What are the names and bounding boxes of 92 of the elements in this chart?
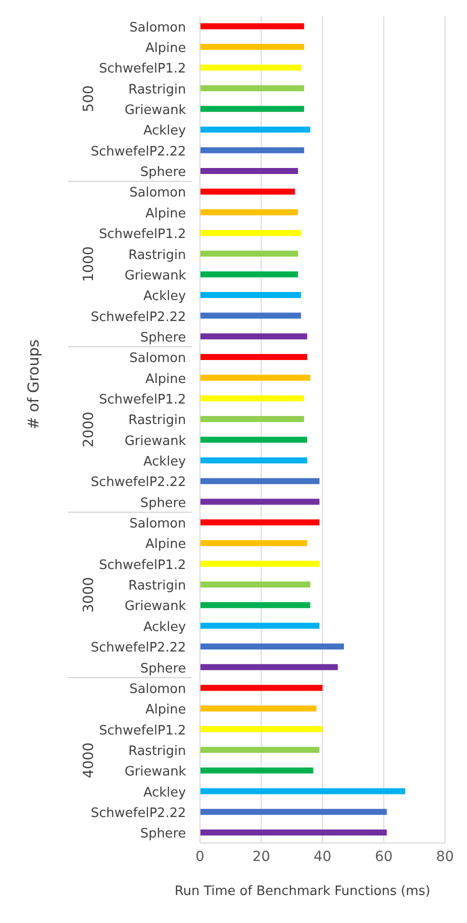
y-tick-label: Ackley [143,785,186,800]
bar [200,44,304,50]
y-tick-label: Ackley [143,124,186,139]
bar [200,312,302,319]
y-tick-label: Alpine [145,206,186,222]
bar [200,706,316,712]
bar [200,230,302,236]
bar [200,540,308,546]
bar [200,209,298,216]
y-tick-label: Rastrigin [128,744,186,759]
y-tick-label: SchwefelP2.22 [90,310,186,325]
text: 2000 [81,412,97,448]
y-tick-label: Salomon [129,351,186,366]
x-tick-label: 20 [252,848,270,865]
bar [200,395,304,402]
y-tick-label: Sphere [140,661,186,676]
bar [200,498,320,505]
bar [200,519,320,526]
bar [200,478,320,484]
bar [200,147,304,154]
y-tick-label: Ackley [143,620,186,635]
bar [200,622,320,629]
bar [200,374,310,381]
bar [200,788,406,794]
y-tick-label: SchwefelP1.2 [99,227,186,242]
y-tick-label: Ackley [143,289,186,304]
y-tick-label: Sphere [140,496,186,511]
text: 1000 [81,246,97,282]
y-axis-title: # of Groups [24,339,42,430]
y-tick-label: Alpine [145,372,186,387]
y-tick-label: SchwefelP1.2 [99,392,186,408]
y-tick-label: Sphere [140,826,186,842]
bar [200,106,304,112]
text: 500 [81,85,97,112]
y-tick-label: Griewank [124,268,186,284]
y-tick-label: SchwefelP1.2 [99,558,186,573]
y-tick-label: SchwefelP2.22 [90,475,186,490]
y-tick-label: Griewank [124,764,186,780]
y-tick-label: SchwefelP1.2 [99,62,186,77]
bar [200,643,344,650]
bar [200,808,387,815]
text: 4000 [81,742,97,778]
bar [200,168,298,174]
bar [200,292,302,298]
x-tick-label: 60 [374,848,393,865]
y-tick-label: Salomon [129,516,186,532]
bar [200,354,308,360]
y-tick-label: Alpine [145,41,186,56]
text: 3000 [81,577,97,613]
y-tick-label: SchwefelP1.2 [99,723,186,738]
y-tick-label: Alpine [145,537,186,552]
x-axis-title: Run Time of Benchmark Functions (ms) [174,884,430,899]
x-tick-label: 40 [314,848,332,865]
y-tick-label: Rastrigin [128,248,186,263]
bar [200,581,310,588]
x-tick-label: 0 [196,848,204,865]
y-tick-label: SchwefelP2.22 [90,640,186,656]
bar [200,684,322,691]
bar [200,602,310,608]
x-tick-label: 80 [436,848,454,865]
bar [200,85,304,92]
bar [200,333,308,340]
y-tick-label: SchwefelP2.22 [90,806,186,821]
y-tick-label: Salomon [129,682,186,697]
y-tick-label: Sphere [140,165,186,180]
y-tick-label: Salomon [129,186,186,201]
y-tick-label: Rastrigin [128,413,186,428]
y-tick-label: Rastrigin [128,82,186,98]
bar [200,126,310,133]
y-tick-label: Ackley [143,454,186,470]
bar [200,664,338,670]
bar [200,271,298,278]
bar [200,830,387,836]
bar [200,250,298,257]
y-tick-label: Sphere [140,330,186,346]
bar [200,436,308,443]
bar [200,64,302,71]
y-tick-label: SchwefelP2.22 [90,144,186,160]
bar [200,188,295,195]
bar [200,768,314,774]
bar [200,23,304,30]
y-tick-label: Salomon [129,20,186,36]
bar [200,416,304,422]
y-tick-label: Griewank [124,599,186,614]
bar [200,560,320,567]
bar [200,726,322,732]
bar [200,457,308,464]
y-tick-label: Alpine [145,702,186,718]
bar [200,746,320,753]
y-tick-label: Griewank [124,103,186,118]
y-tick-label: Rastrigin [128,578,186,594]
y-tick-label: Griewank [124,434,186,449]
